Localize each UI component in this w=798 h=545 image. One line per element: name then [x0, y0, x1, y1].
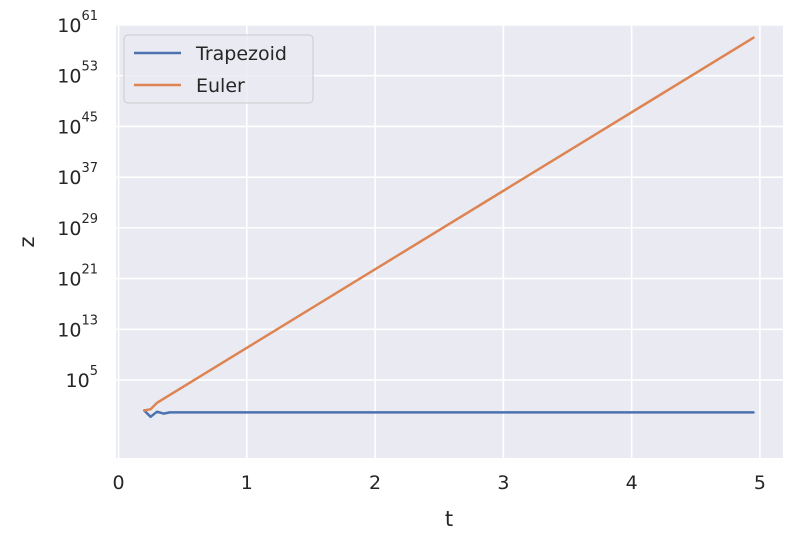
x-axis-ticks: 0 1 2 3 4 5	[113, 472, 766, 494]
y-tick-label: 1053	[57, 60, 98, 88]
data-series	[142, 36, 755, 419]
y-axis-label: z	[15, 236, 39, 247]
y-tick-label: 1045	[57, 110, 98, 138]
x-tick-label: 2	[369, 472, 381, 494]
x-tick-label: 1	[241, 472, 253, 494]
y-tick-label: 1061	[57, 9, 98, 37]
grid-lines	[116, 24, 783, 458]
x-tick-label: 0	[113, 472, 125, 494]
y-tick-label: 1037	[57, 161, 98, 189]
series-line-trapezoid	[142, 409, 755, 419]
y-tick-label: 1029	[57, 212, 98, 240]
x-tick-label: 5	[754, 472, 766, 494]
legend-label-euler: Euler	[196, 75, 245, 97]
x-tick-label: 3	[497, 472, 509, 494]
y-tick-label: 1013	[57, 313, 98, 341]
y-axis-ticks: 105 1013 1021 1029 1037 1045 1053 1061	[57, 9, 98, 392]
legend: Trapezoid Euler	[123, 34, 314, 104]
x-axis-label: t	[445, 507, 453, 531]
y-tick-label: 105	[66, 364, 98, 392]
y-tick-label: 1021	[57, 263, 98, 291]
x-tick-label: 4	[626, 472, 638, 494]
legend-label-trapezoid: Trapezoid	[195, 43, 287, 65]
series-line-euler	[142, 36, 755, 412]
